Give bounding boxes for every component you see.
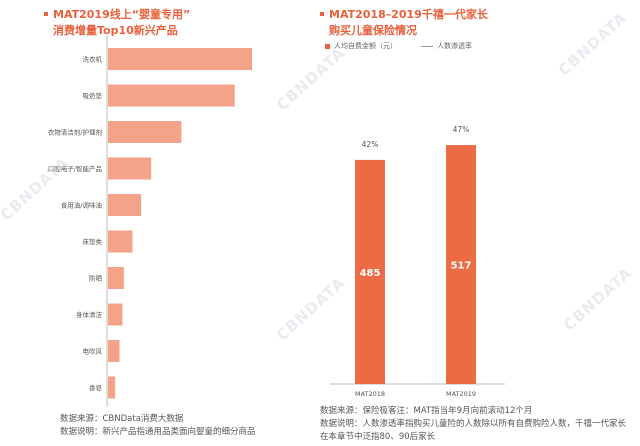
title-square-icon xyxy=(44,12,48,16)
left-source: 数据来源：CBNData消费大数据 数据说明：新兴产品指通用品类面向婴童的细分商… xyxy=(60,413,256,439)
category-label: 香皂 xyxy=(89,383,103,392)
left-title-line1: MAT2019线上“婴童专用” xyxy=(44,7,190,23)
bar xyxy=(108,267,124,289)
legend-bar-swatch xyxy=(325,43,330,49)
bar xyxy=(108,48,252,70)
category-label: 电吹风 xyxy=(83,347,103,356)
legend-bar-label: 人均自费金额（元） xyxy=(334,42,397,50)
legend-line-label: 人数渗透率 xyxy=(437,42,472,50)
category-label: 洗衣机 xyxy=(83,55,103,64)
right-source-line1: 数据来源：保险极客注：MAT指当年9月向前滚动12个月 xyxy=(320,406,533,416)
category-label: 食用油/调味油 xyxy=(61,201,102,210)
left-source-line1: 数据来源：CBNData消费大数据 xyxy=(60,414,184,424)
left-title-line2: 消费增量Top10新兴产品 xyxy=(53,24,178,37)
rate-label: 42% xyxy=(362,140,379,149)
right-source-line3: 在本章节中泛指80、90后家长 xyxy=(320,432,436,442)
right-bar-chart: 485 42% MAT2018 517 47% MAT2019 xyxy=(330,125,505,398)
bar xyxy=(446,145,476,384)
right-panel: MAT2018–2019千禧一代家长 购买儿童保险情况 人均自费金额（元） 人数… xyxy=(300,0,640,446)
right-source-line2: 数据说明：人数渗透率指购买儿童险的人数除以所有自费购险人数，千禧一代家长 xyxy=(320,419,627,429)
bar xyxy=(108,303,123,326)
right-chart-title: MAT2018–2019千禧一代家长 购买儿童保险情况 xyxy=(320,7,488,39)
left-chart-title: MAT2019线上“婴童专用” 消费增量Top10新兴产品 xyxy=(44,7,190,39)
rate-label: 47% xyxy=(453,125,470,134)
category-label: 身体清洁 xyxy=(76,310,103,319)
chart-legend: 人均自费金额（元） 人数渗透率 xyxy=(325,41,472,51)
left-bar-chart: 洗衣机吸奶垫衣物清洁剂/护理剂口腔电子/智能产品食用油/调味油床垫类防晒身体清洁… xyxy=(48,35,252,407)
category-label: MAT2019 xyxy=(446,390,476,398)
left-panel: MAT2019线上“婴童专用” 消费增量Top10新兴产品 洗衣机吸奶垫衣物清洁… xyxy=(0,0,300,446)
category-label: 床垫类 xyxy=(83,237,103,246)
bar xyxy=(108,340,120,362)
right-title-line2: 购买儿童保险情况 xyxy=(329,24,417,37)
bar-value-label: 485 xyxy=(360,268,381,279)
bar xyxy=(355,159,385,384)
bar xyxy=(108,194,142,216)
bar xyxy=(108,376,116,399)
category-label: 防晒 xyxy=(89,274,103,283)
category-label: 口腔电子/智能产品 xyxy=(48,164,102,173)
bar xyxy=(108,121,182,143)
bar xyxy=(108,157,152,180)
right-title-line1: MAT2018–2019千禧一代家长 xyxy=(320,7,488,23)
bar xyxy=(108,84,235,107)
bar xyxy=(108,230,133,253)
legend-line-swatch xyxy=(421,45,433,47)
right-source: 数据来源：保险极客注：MAT指当年9月向前滚动12个月 数据说明：人数渗透率指购… xyxy=(320,405,626,444)
category-label: 衣物清洁剂/护理剂 xyxy=(48,128,102,137)
category-label: 吸奶垫 xyxy=(83,91,103,100)
left-source-line2: 数据说明：新兴产品指通用品类面向婴童的细分商品 xyxy=(60,427,256,437)
title-square-icon xyxy=(320,12,324,16)
category-label: MAT2018 xyxy=(355,390,385,398)
bar-value-label: 517 xyxy=(451,261,472,272)
